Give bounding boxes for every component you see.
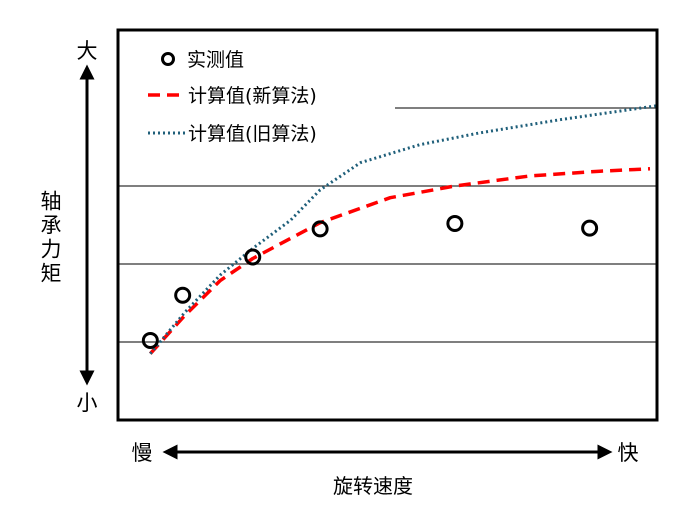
data-point [581,219,599,237]
series-line-2 [149,104,658,355]
y-axis-title: 轴承力矩 [38,190,62,286]
gridlines [118,107,657,343]
x-axis-high-label: 快 [618,441,639,465]
series-layer [141,104,658,355]
x-axis-low-label: 慢 [132,441,153,465]
y-axis-high-label: 大 [77,39,98,63]
legend-label-old: 计算值(旧算法) [188,123,317,145]
data-point [311,220,329,238]
data-point [244,248,262,266]
y-axis-low-label: 小 [77,391,98,415]
legend-label-new: 计算值(新算法) [188,85,317,107]
series-line-1 [149,167,651,355]
data-point [174,286,192,304]
plot-frame [116,28,659,422]
legend-label-measured: 实测值 [187,49,244,71]
legend-marker-measured [161,52,175,66]
legend: 实测值 计算值(新算法) 计算值(旧算法) [148,49,317,145]
x-axis-title: 旋转速度 [333,474,413,498]
data-point [141,331,159,349]
data-point [446,214,464,232]
